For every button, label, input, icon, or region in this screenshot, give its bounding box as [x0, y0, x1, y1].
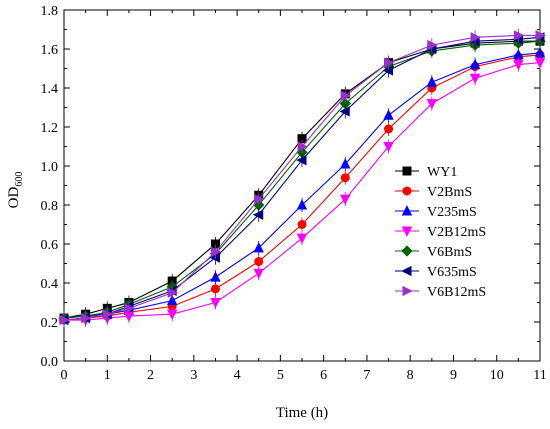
- legend-marker: [402, 285, 413, 297]
- legend-marker: [402, 186, 412, 196]
- x-tick-label: 0: [61, 368, 68, 383]
- series-layer: [58, 28, 546, 328]
- y-tick-label: 0.8: [41, 199, 59, 214]
- data-point: [297, 220, 307, 230]
- legend-item: V235mS: [395, 205, 477, 220]
- x-tick-label: 6: [320, 368, 327, 383]
- data-point: [252, 209, 264, 220]
- legend-label: V6B12mS: [427, 285, 486, 300]
- data-point: [382, 65, 394, 76]
- data-point: [426, 99, 438, 110]
- data-point: [296, 233, 308, 245]
- legend-item: V2B12mS: [395, 225, 486, 240]
- data-point: [81, 312, 92, 324]
- y-tick-labels: 0.0 0.2 0.4 0.6 0.8 1.0 1.2 1.4 1.6 1.8: [41, 4, 59, 370]
- series-V6B12mS: [59, 28, 546, 328]
- legend-item: WY1: [395, 165, 457, 180]
- legend-label: V2B12mS: [427, 225, 486, 240]
- legend-marker: [401, 205, 413, 216]
- data-point: [102, 309, 114, 320]
- data-point: [253, 242, 264, 253]
- legend-label: V235mS: [427, 205, 477, 220]
- x-axis-title: Time (h): [276, 405, 328, 421]
- legend-label: V6BmS: [427, 245, 472, 260]
- x-tick-label: 7: [363, 368, 370, 383]
- data-point: [166, 309, 178, 321]
- legend-marker: [401, 245, 413, 257]
- y-tick-label: 0.0: [41, 355, 59, 370]
- data-point: [254, 193, 265, 205]
- y-tick-label: 1.4: [41, 82, 59, 97]
- data-point: [297, 141, 308, 152]
- x-tick-label: 3: [190, 368, 197, 383]
- data-point: [296, 154, 307, 166]
- data-point: [210, 271, 221, 282]
- legend-item: V2BmS: [395, 185, 472, 200]
- data-point: [427, 39, 438, 51]
- x-tick-label: 9: [450, 368, 457, 383]
- data-point: [513, 30, 525, 41]
- legend-marker: [401, 226, 413, 237]
- x-tick-label: 1: [104, 368, 111, 383]
- y-tick-label: 1.6: [41, 43, 59, 58]
- data-point: [534, 58, 546, 69]
- legend-label: V635mS: [427, 265, 477, 280]
- data-point: [469, 73, 481, 85]
- data-point: [124, 303, 135, 314]
- data-point: [383, 142, 394, 153]
- legend-item: V635mS: [395, 265, 477, 280]
- data-point: [340, 173, 350, 183]
- legend-marker: [402, 166, 412, 176]
- y-tick-label: 0.4: [41, 277, 59, 292]
- axis-ticks: [63, 9, 541, 362]
- data-point: [470, 32, 481, 43]
- data-point: [210, 246, 222, 257]
- legend-label: WY1: [427, 165, 457, 180]
- series-WY1: [59, 34, 545, 326]
- data-point: [340, 194, 351, 206]
- y-axis-title-subscript: 600: [14, 172, 25, 187]
- data-point: [167, 287, 179, 298]
- data-point: [384, 124, 394, 134]
- legend-marker: [401, 265, 412, 277]
- x-tick-label: 8: [407, 368, 414, 383]
- data-point: [296, 199, 308, 210]
- legend: WY1 V2BmS V235mS V2B12mS V6BmS V635mS V6B12mS: [395, 165, 486, 300]
- data-point: [209, 252, 220, 263]
- data-point: [254, 257, 264, 267]
- data-point: [340, 158, 351, 169]
- data-point: [384, 57, 395, 68]
- x-tick-label: 4: [234, 368, 241, 383]
- data-point: [469, 58, 481, 70]
- data-point: [513, 60, 524, 71]
- data-point: [210, 284, 220, 294]
- y-axis-title: OD600: [6, 172, 25, 209]
- data-point: [166, 294, 178, 306]
- legend-label: V2BmS: [427, 185, 472, 200]
- data-point: [340, 90, 352, 101]
- data-point: [535, 30, 546, 41]
- x-tick-label: 10: [490, 368, 504, 383]
- data-point: [426, 76, 438, 87]
- y-tick-label: 0.6: [41, 238, 59, 253]
- y-tick-label: 1.8: [41, 4, 59, 19]
- x-tick-label: 5: [277, 368, 284, 383]
- data-point: [383, 109, 394, 120]
- legend-item: V6BmS: [395, 245, 472, 260]
- x-tick-label: 11: [533, 368, 546, 383]
- legend-item: V6B12mS: [395, 285, 486, 300]
- y-tick-label: 1.2: [41, 121, 59, 136]
- x-tick-labels: 0 1 2 3 4 5 6 7 8 9 10 11: [61, 368, 547, 383]
- x-tick-label: 2: [147, 368, 154, 383]
- data-point: [339, 106, 350, 117]
- data-point: [59, 314, 70, 326]
- data-point: [253, 268, 264, 280]
- y-tick-label: 0.2: [41, 316, 59, 331]
- y-tick-label: 1.0: [41, 160, 59, 175]
- y-axis-title-main: OD: [6, 187, 22, 209]
- data-point: [210, 297, 221, 309]
